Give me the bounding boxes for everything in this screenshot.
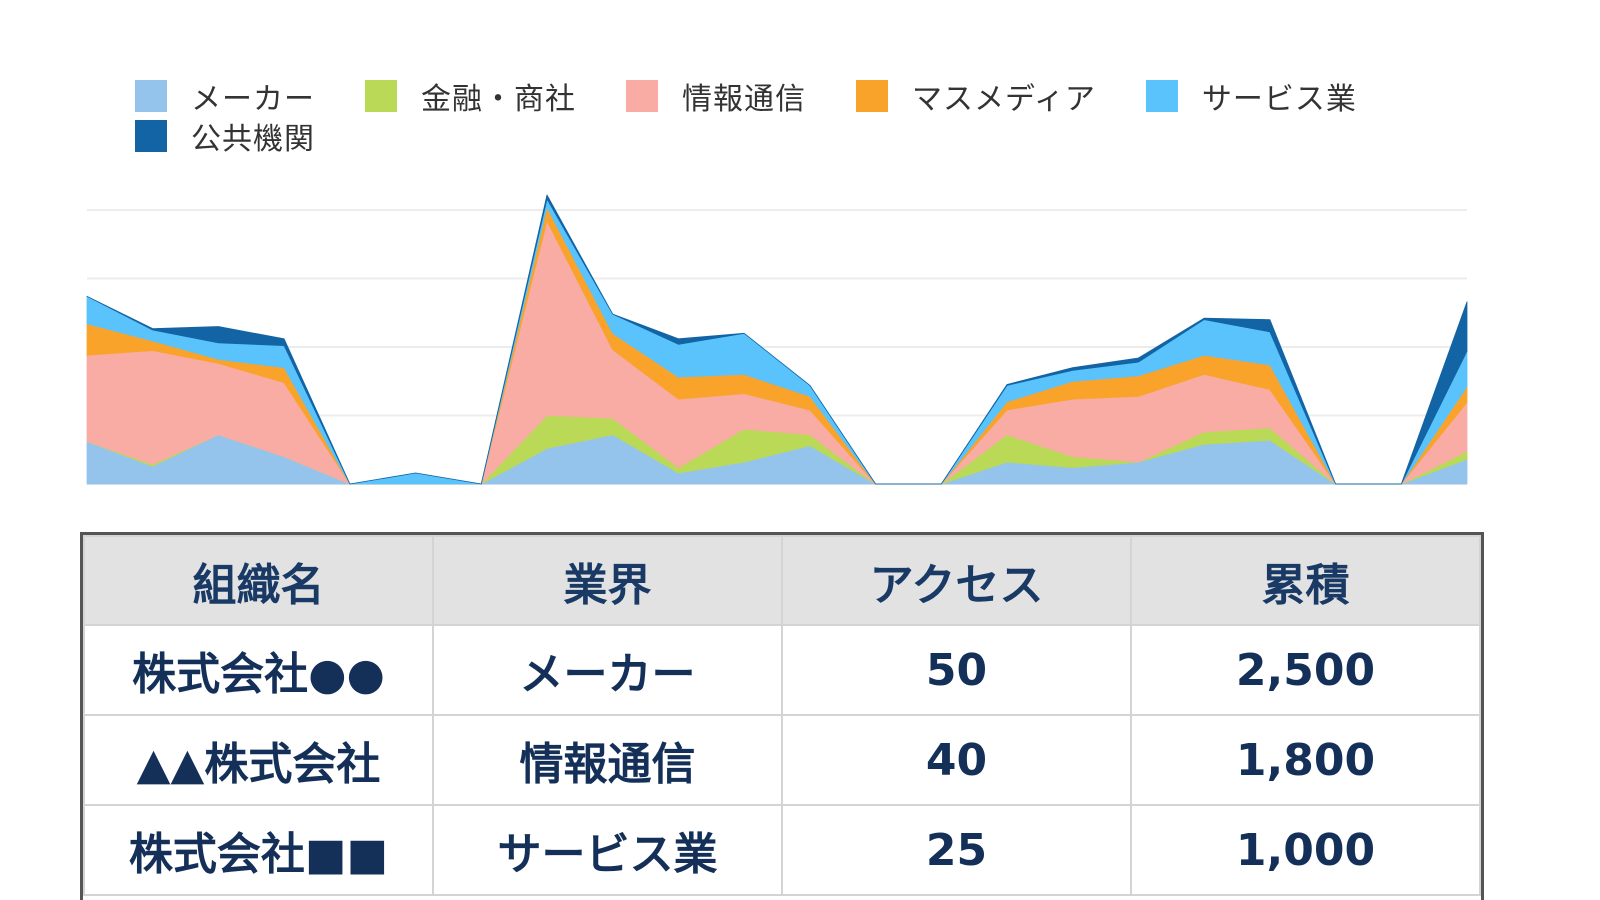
header-access[interactable]: アクセス xyxy=(781,535,1132,626)
legend-swatch-maker xyxy=(135,80,167,112)
table-row[interactable]: ▲▲株式会社 情報通信 40 1,800 xyxy=(83,714,1481,806)
legend-swatch-service xyxy=(1145,80,1178,112)
area-series-5[interactable] xyxy=(86,194,1468,485)
cell-cumulative: 1,000 xyxy=(1130,804,1481,896)
legend-swatch-ict xyxy=(626,80,658,112)
table-row[interactable]: 株式会社●● メーカー 50 2,500 xyxy=(83,624,1481,716)
cell-cumulative: 2,500 xyxy=(1130,624,1481,716)
legend-item-ict[interactable]: 情報通信 xyxy=(626,78,806,117)
legend-item-maker[interactable]: メーカー xyxy=(135,78,315,117)
header-cumulative[interactable]: 累積 xyxy=(1130,535,1481,626)
header-industry[interactable]: 業界 xyxy=(432,535,783,626)
cell-cumulative: 1,800 xyxy=(1130,714,1481,806)
cell-access: 50 xyxy=(781,624,1132,716)
table-row[interactable]: 株式会社■■ サービス業 25 1,000 xyxy=(83,804,1481,896)
legend-swatch-public xyxy=(135,120,167,152)
cell-organization: 株式会社●● xyxy=(83,624,434,716)
legend-label: 公共機関 xyxy=(191,122,315,157)
access-table: 組織名 業界 アクセス 累積 株式会社●● メーカー 50 2,500 ▲▲株式… xyxy=(83,535,1481,896)
table-header-row: 組織名 業界 アクセス 累積 xyxy=(83,535,1481,626)
legend-item-mass-media[interactable]: マスメディア xyxy=(856,78,1096,117)
chart-legend: メーカー 金融・商社 情報通信 マスメディア サービス業 公共機関 xyxy=(135,78,1475,157)
cell-industry: メーカー xyxy=(432,624,783,716)
legend-item-service[interactable]: サービス業 xyxy=(1145,78,1357,117)
cell-industry: サービス業 xyxy=(432,804,783,896)
legend-label: マスメディア xyxy=(912,82,1096,117)
cell-access: 25 xyxy=(781,804,1132,896)
legend-label: サービス業 xyxy=(1201,82,1357,117)
legend-item-public[interactable]: 公共機関 xyxy=(135,118,315,157)
cell-access: 40 xyxy=(781,714,1132,806)
legend-swatch-mass-media xyxy=(856,80,888,112)
legend-swatch-finance xyxy=(365,80,397,112)
cell-organization: ▲▲株式会社 xyxy=(83,714,434,806)
stacked-area-chart xyxy=(86,194,1468,485)
legend-label: 金融・商社 xyxy=(421,82,576,117)
cell-organization: 株式会社■■ xyxy=(83,804,434,896)
legend-label: メーカー xyxy=(191,82,315,117)
legend-item-finance[interactable]: 金融・商社 xyxy=(365,78,576,117)
access-table-container: 組織名 業界 アクセス 累積 株式会社●● メーカー 50 2,500 ▲▲株式… xyxy=(80,532,1484,900)
header-organization[interactable]: 組織名 xyxy=(83,535,434,626)
cell-industry: 情報通信 xyxy=(432,714,783,806)
legend-label: 情報通信 xyxy=(682,82,806,117)
